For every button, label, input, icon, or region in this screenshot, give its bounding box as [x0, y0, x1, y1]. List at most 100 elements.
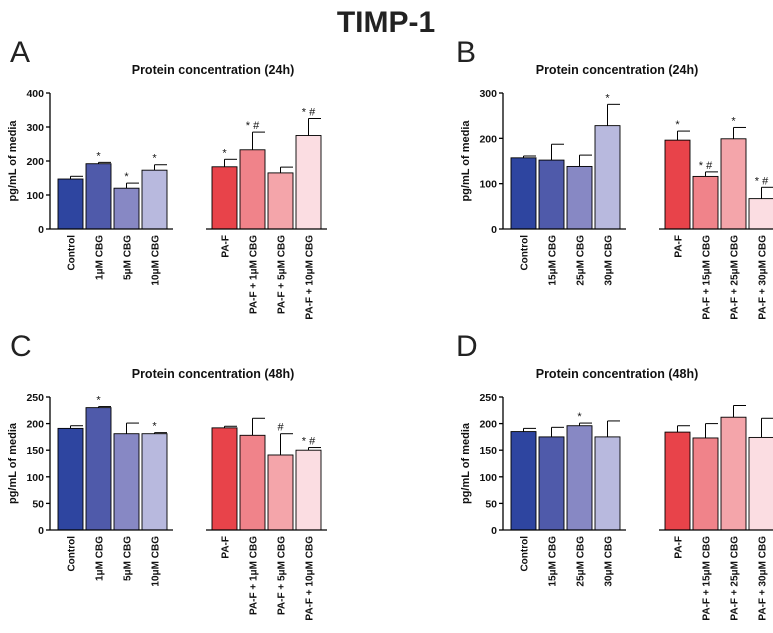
x-tick-label: PA-F + 5μM CBG — [277, 235, 288, 314]
bar — [664, 139, 691, 230]
x-tick-label: 25μM CBG — [576, 536, 587, 587]
significance-label: * — [124, 171, 129, 183]
panel-c: C Protein concentration (48h) pg/mL of med… — [7, 330, 327, 621]
x-tick-label: 30μM CBG — [604, 235, 615, 286]
y-tick-label: 100 — [479, 472, 497, 484]
bar — [57, 427, 84, 531]
bar — [267, 454, 294, 531]
bar — [748, 198, 773, 230]
panel-letter: C — [10, 330, 32, 363]
y-tick-label: 50 — [485, 498, 497, 510]
bar — [594, 125, 621, 230]
bar — [295, 449, 322, 531]
significance-label: * — [675, 119, 680, 131]
bar — [720, 138, 747, 230]
panels-container: A Protein concentration (24h) pg/mL of med… — [7, 36, 773, 621]
significance-label: * — [96, 395, 101, 407]
x-tick-label: PA-F + 1μM CBG — [249, 235, 260, 314]
x-tick-label: 10μM CBG — [151, 536, 162, 587]
bar — [295, 135, 322, 230]
significance-label: * — [96, 150, 101, 162]
bar — [664, 431, 691, 531]
panel-letter: D — [456, 330, 478, 363]
bar — [692, 175, 719, 230]
y-tick-label: 200 — [479, 419, 497, 431]
bar — [594, 436, 621, 531]
panel-d: D Protein concentration (48h) pg/mL of med… — [456, 330, 773, 621]
bar — [211, 166, 238, 230]
significance-label: * # — [246, 120, 260, 132]
y-tick-label: 0 — [38, 525, 44, 537]
y-tick-label: 100 — [26, 472, 44, 484]
bar — [211, 427, 238, 531]
y-tick-label: 0 — [491, 525, 497, 537]
panel-letter: B — [456, 36, 476, 69]
bar — [85, 163, 112, 230]
significance-label: * — [605, 92, 610, 104]
bar — [748, 436, 773, 531]
y-axis-label: pg/mL of media — [460, 120, 472, 202]
y-tick-label: 150 — [479, 445, 497, 457]
bar — [510, 157, 537, 230]
significance-label: * # — [699, 160, 713, 172]
bar — [566, 165, 593, 230]
x-tick-label: 25μM CBG — [576, 235, 587, 286]
bar — [510, 431, 537, 531]
y-tick-label: 0 — [491, 224, 497, 236]
x-tick-label: PA-F + 25μM CBG — [730, 536, 741, 621]
x-tick-label: Control — [520, 235, 531, 271]
bar — [720, 416, 747, 531]
y-tick-label: 0 — [38, 224, 44, 236]
x-tick-label: PA-F + 5μM CBG — [277, 536, 288, 615]
x-tick-label: PA-F + 10μM CBG — [305, 235, 316, 320]
bar — [141, 433, 168, 531]
bar — [267, 172, 294, 230]
y-tick-label: 100 — [26, 190, 44, 202]
significance-label: * — [222, 147, 227, 159]
x-tick-label: PA-F — [221, 235, 232, 258]
x-tick-label: PA-F — [674, 536, 685, 559]
significance-label: * # — [302, 107, 316, 119]
significance-label: * — [152, 421, 157, 433]
y-tick-label: 250 — [479, 392, 497, 404]
x-tick-label: Control — [67, 235, 78, 271]
y-tick-label: 50 — [32, 498, 44, 510]
x-tick-label: PA-F + 25μM CBG — [730, 235, 741, 320]
bar — [85, 407, 112, 531]
x-tick-label: 30μM CBG — [604, 536, 615, 587]
significance-label: # — [277, 422, 284, 434]
bar — [113, 433, 140, 531]
chart-title: Protein concentration (48h) — [536, 367, 699, 381]
x-tick-label: 1μM CBG — [95, 536, 106, 581]
y-tick-label: 100 — [479, 179, 497, 191]
bar — [239, 434, 266, 531]
x-tick-label: 5μM CBG — [123, 536, 134, 581]
chart-title: Protein concentration (48h) — [132, 367, 295, 381]
bar — [239, 149, 266, 230]
x-tick-label: PA-F + 15μM CBG — [702, 235, 713, 320]
bar — [113, 187, 140, 230]
bar — [692, 437, 719, 531]
bar — [57, 178, 84, 230]
y-tick-label: 200 — [26, 419, 44, 431]
y-tick-label: 300 — [479, 88, 497, 100]
chart-title: Protein concentration (24h) — [536, 63, 699, 77]
bar — [538, 159, 565, 230]
y-tick-label: 250 — [26, 392, 44, 404]
y-axis-label: pg/mL of media — [460, 422, 472, 504]
x-tick-label: Control — [67, 536, 78, 572]
x-tick-label: PA-F + 30μM CBG — [758, 536, 769, 621]
x-tick-label: Control — [520, 536, 531, 572]
x-tick-label: PA-F — [674, 235, 685, 258]
x-tick-label: PA-F — [221, 536, 232, 559]
significance-label: * — [731, 115, 736, 127]
bar — [566, 425, 593, 531]
chart-title: Protein concentration (24h) — [132, 63, 295, 77]
x-tick-label: 10μM CBG — [151, 235, 162, 286]
figure-title: TIMP-1 — [337, 6, 435, 39]
panel-letter: A — [10, 36, 30, 69]
bar — [538, 436, 565, 531]
y-axis-label: pg/mL of media — [7, 422, 19, 504]
panel-a: A Protein concentration (24h) pg/mL of med… — [7, 36, 327, 320]
